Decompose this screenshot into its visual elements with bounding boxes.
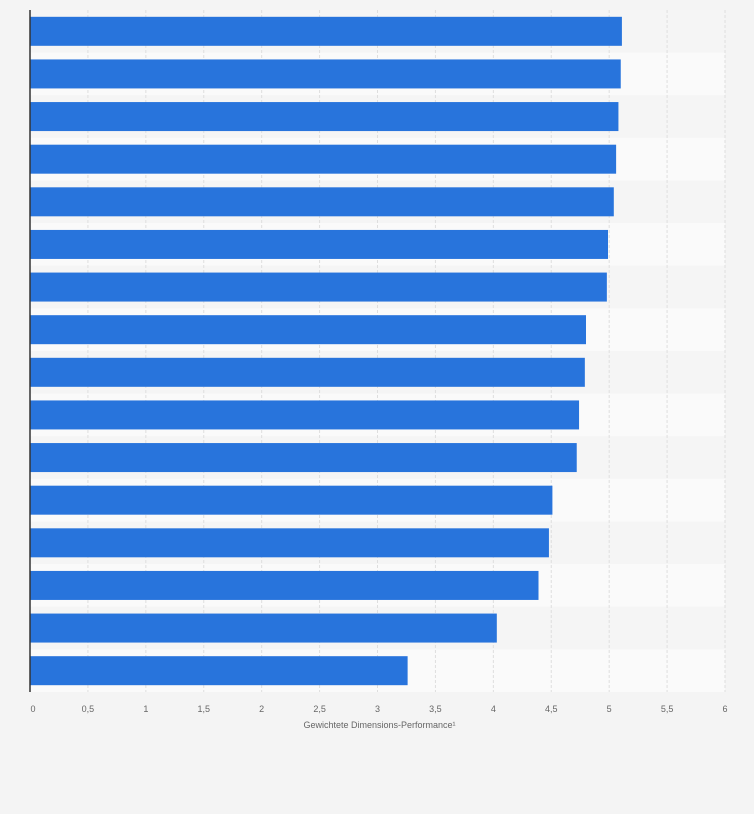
x-tick-label: 5,5 <box>661 704 674 714</box>
bar <box>30 16 622 46</box>
x-tick-label: 4,5 <box>545 704 558 714</box>
bar <box>30 102 619 132</box>
x-tick-labels: 0 0,5 1 1,5 2 2,5 3 3,5 4 4,5 5 5,5 6 <box>30 704 727 714</box>
x-tick-label: 5 <box>607 704 612 714</box>
x-tick-label: 6 <box>722 704 727 714</box>
bar <box>30 613 497 643</box>
x-tick-label: 0,5 <box>82 704 95 714</box>
bar <box>30 443 577 473</box>
x-tick-label: 1,5 <box>197 704 210 714</box>
bar <box>30 315 586 345</box>
bars <box>30 16 622 686</box>
bar <box>30 485 553 515</box>
x-tick-label: 2 <box>259 704 264 714</box>
bar <box>30 272 607 302</box>
bar <box>30 400 580 430</box>
bar <box>30 570 539 600</box>
x-axis-title: Gewichtete Dimensions-Performance¹ <box>303 720 455 730</box>
x-tick-label: 3,5 <box>429 704 442 714</box>
bar <box>30 528 549 558</box>
bar <box>30 656 408 686</box>
x-tick-label: 3 <box>375 704 380 714</box>
bar <box>30 144 617 174</box>
x-tick-label: 2,5 <box>313 704 326 714</box>
bar <box>30 59 621 89</box>
x-tick-label: 1 <box>143 704 148 714</box>
bar <box>30 187 614 217</box>
bar <box>30 357 585 387</box>
gridlines <box>87 10 726 692</box>
x-tick-label: 4 <box>491 704 496 714</box>
x-tick-label: 0 <box>30 704 35 714</box>
bar <box>30 229 609 259</box>
